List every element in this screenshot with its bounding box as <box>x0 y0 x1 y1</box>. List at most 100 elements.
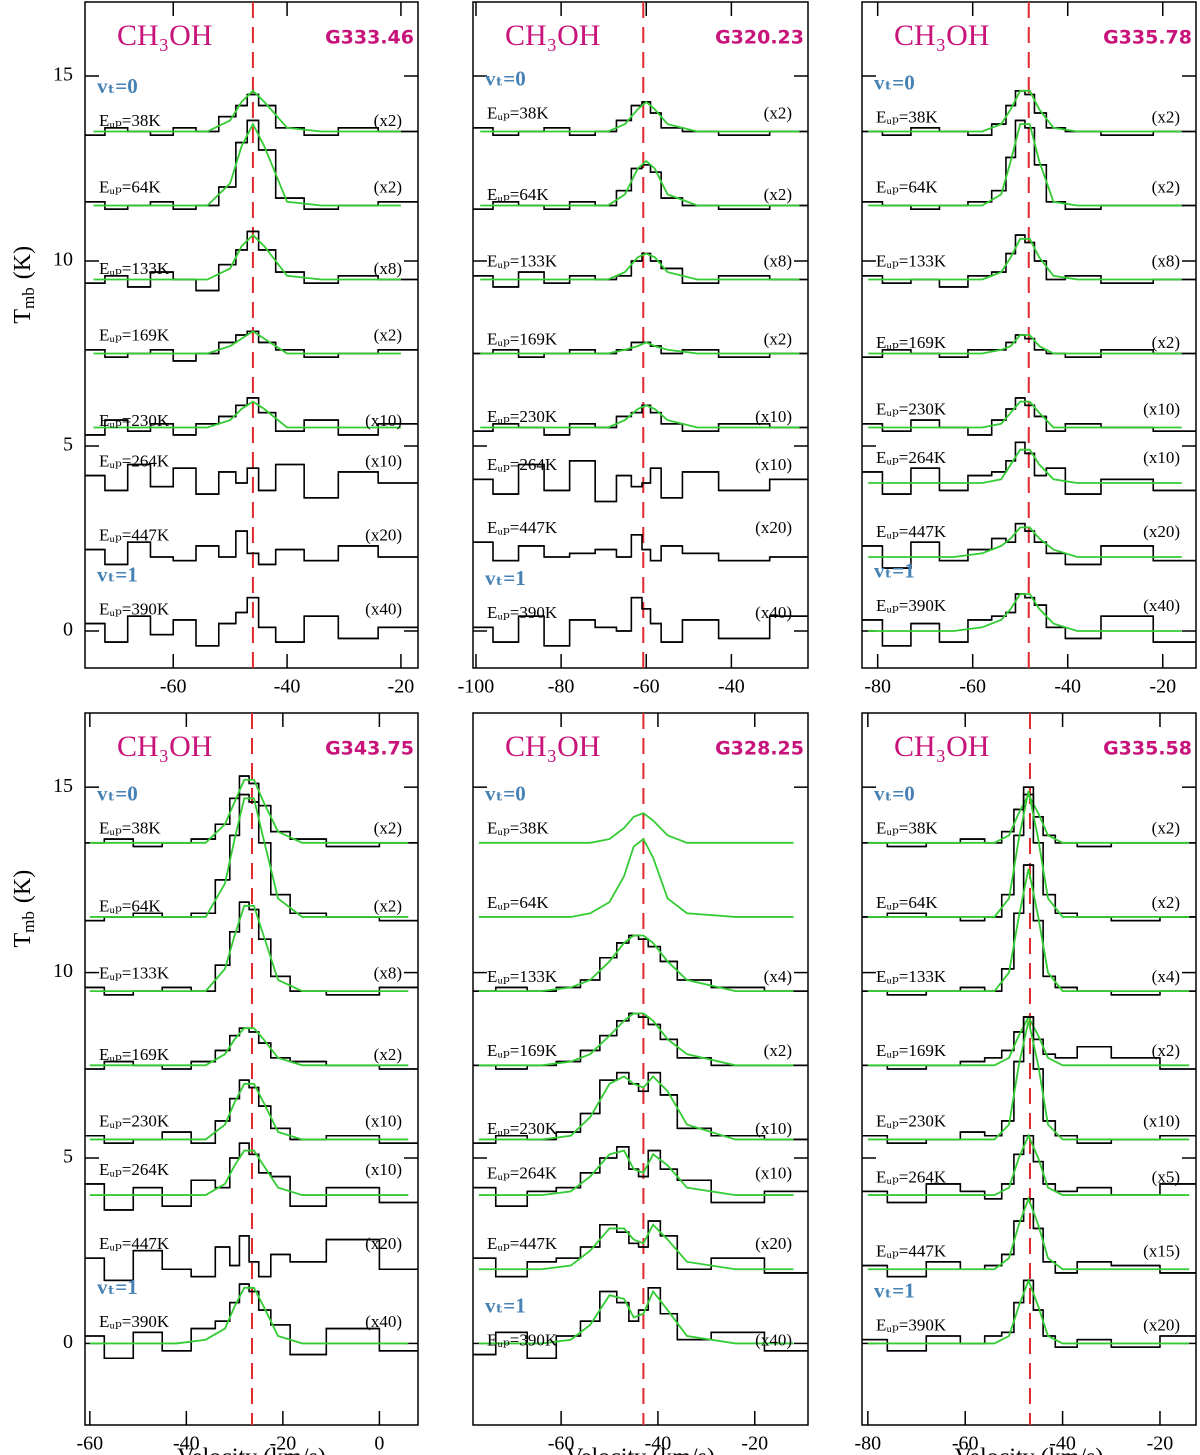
fit-line <box>478 1012 794 1067</box>
fit-line <box>868 448 1182 484</box>
scale-label: (x2) <box>374 178 402 197</box>
spectrum-label: Eᵤₚ=230K <box>876 400 947 419</box>
plot-frame <box>84 1 419 669</box>
torsional-state: vₜ=1 <box>874 559 915 583</box>
scale-label: (x2) <box>1152 1041 1180 1060</box>
x-tick-label: -40 <box>274 676 301 698</box>
spectrum-label: Eᵤₚ=133K <box>99 259 170 278</box>
spectrum-label: Eᵤₚ=133K <box>99 963 170 982</box>
scale-label: (x2) <box>764 104 792 123</box>
scale-label: (x2) <box>1152 893 1180 912</box>
scale-label: (x40) <box>755 1330 792 1349</box>
molecule: CH₃OH <box>894 19 989 52</box>
x-tick-label: -60 <box>160 676 187 698</box>
fit-line <box>89 1286 409 1345</box>
scale-label: (x2) <box>764 329 792 348</box>
fit-line <box>867 1133 1190 1196</box>
fit-line <box>868 237 1182 281</box>
spectrum-label: Eᵤₚ=390K <box>876 1316 947 1335</box>
torsional-state: vₜ=0 <box>874 782 915 806</box>
fit-line <box>867 1020 1190 1141</box>
scale-label: (x5) <box>1152 1167 1180 1186</box>
scale-label: (x8) <box>374 963 402 982</box>
molecule: CH₃OH <box>117 730 212 763</box>
fit-line <box>478 1223 794 1271</box>
scale-label: (x2) <box>374 1045 402 1064</box>
molecule: CH₃OH <box>117 19 212 52</box>
x-tick-label: -40 <box>1049 1433 1076 1455</box>
scale-label: (x40) <box>1143 596 1180 615</box>
x-tick-label: -20 <box>388 676 415 698</box>
spectrum-label: Eᵤₚ=169K <box>487 1041 558 1060</box>
y-tick-label: 5 <box>63 1146 73 1168</box>
spectrum-label: Eᵤₚ=447K <box>487 1234 558 1253</box>
spectrum-label: Eᵤₚ=169K <box>876 333 947 352</box>
x-tick-label: -20 <box>741 1433 768 1455</box>
scale-label: (x2) <box>1152 178 1180 197</box>
scale-label: (x10) <box>755 1164 792 1183</box>
spectrum-label: Eᵤₚ=38K <box>99 819 161 838</box>
spectrum-label: Eᵤₚ=264K <box>487 1164 558 1183</box>
scale-label: (x2) <box>1152 107 1180 126</box>
y-tick-label: 10 <box>53 249 73 271</box>
x-tick-label: -60 <box>548 1433 575 1455</box>
spectrum-label: Eᵤₚ=38K <box>876 819 938 838</box>
spectrum-label: Eᵤₚ=38K <box>487 104 549 123</box>
torsional-state: vₜ=1 <box>485 1293 526 1317</box>
panel: 0 5 10 15 -60 -40 -20 0 Eᵤₚ=38K (x2) vₜ=0 Eᵤₚ=64K (x… <box>10 712 419 1455</box>
y-tick-label: 5 <box>63 434 73 456</box>
scale-label: (x20) <box>1143 1316 1180 1335</box>
fit-line <box>480 252 800 281</box>
scale-label: (x4) <box>764 967 792 986</box>
y-tick-label: 15 <box>53 775 73 797</box>
molecule: CH₃OH <box>505 19 600 52</box>
spectrum-label: Eᵤₚ=264K <box>876 448 947 467</box>
spectrum-label: Eᵤₚ=169K <box>99 1045 170 1064</box>
spectrum-label: Eᵤₚ=169K <box>487 329 558 348</box>
scale-label: (x8) <box>1152 252 1180 271</box>
source-name: G320.23 <box>715 27 804 49</box>
scale-label: (x20) <box>365 526 402 545</box>
torsional-state: vₜ=0 <box>97 782 138 806</box>
scale-label: (x10) <box>365 1112 402 1131</box>
x-tick-label: -80 <box>855 1433 882 1455</box>
fit-line <box>868 400 1182 429</box>
spectrum-label: Eᵤₚ=264K <box>876 1167 947 1186</box>
y-axis-label-main: T <box>10 933 36 948</box>
fit-line <box>93 122 401 207</box>
scale-label: (x2) <box>764 1041 792 1060</box>
spectrum-label: Eᵤₚ=264K <box>99 452 170 471</box>
fit-line <box>867 868 1190 993</box>
scale-label: (x10) <box>755 407 792 426</box>
fit-line <box>478 1149 794 1196</box>
fit-line <box>478 1289 794 1345</box>
scale-label: (x20) <box>365 1234 402 1253</box>
spectrum-label: Eᵤₚ=230K <box>99 411 170 430</box>
fit-line <box>93 400 401 429</box>
fit-line <box>93 330 401 355</box>
y-tick-label: 10 <box>53 960 73 982</box>
torsional-state: vₜ=1 <box>485 566 526 590</box>
spectrum-label: Eᵤₚ=38K <box>487 819 549 838</box>
y-tick-label: 0 <box>63 1331 73 1353</box>
x-tick-label: -40 <box>1054 676 1081 698</box>
scale-label: (x10) <box>365 1160 402 1179</box>
spectrum-label: Eᵤₚ=390K <box>487 603 558 622</box>
y-axis-label-unit: (K) <box>10 870 36 903</box>
torsional-state: vₜ=0 <box>485 67 526 91</box>
spectrum-label: Eᵤₚ=447K <box>876 522 947 541</box>
spectrum-label: Eᵤₚ=447K <box>99 526 170 545</box>
x-tick-label: 0 <box>374 1433 384 1455</box>
fit-line <box>93 233 401 281</box>
x-tick-label: -40 <box>645 1433 672 1455</box>
x-axis-label: Velocity (km/s) <box>955 1445 1104 1455</box>
fit-line <box>478 812 794 844</box>
fit-line <box>89 797 409 918</box>
panel: -80 -60 -40 -20 Eᵤₚ=38K (x2) vₜ=0 Eᵤₚ=64K (x2) Eᵤ… <box>855 712 1197 1455</box>
plot-frame <box>472 1 809 669</box>
fit-line <box>89 1082 409 1141</box>
spectrum-label: Eᵤₚ=264K <box>487 455 558 474</box>
torsional-state: vₜ=1 <box>97 1275 138 1299</box>
spectrum-label: Eᵤₚ=169K <box>99 326 170 345</box>
